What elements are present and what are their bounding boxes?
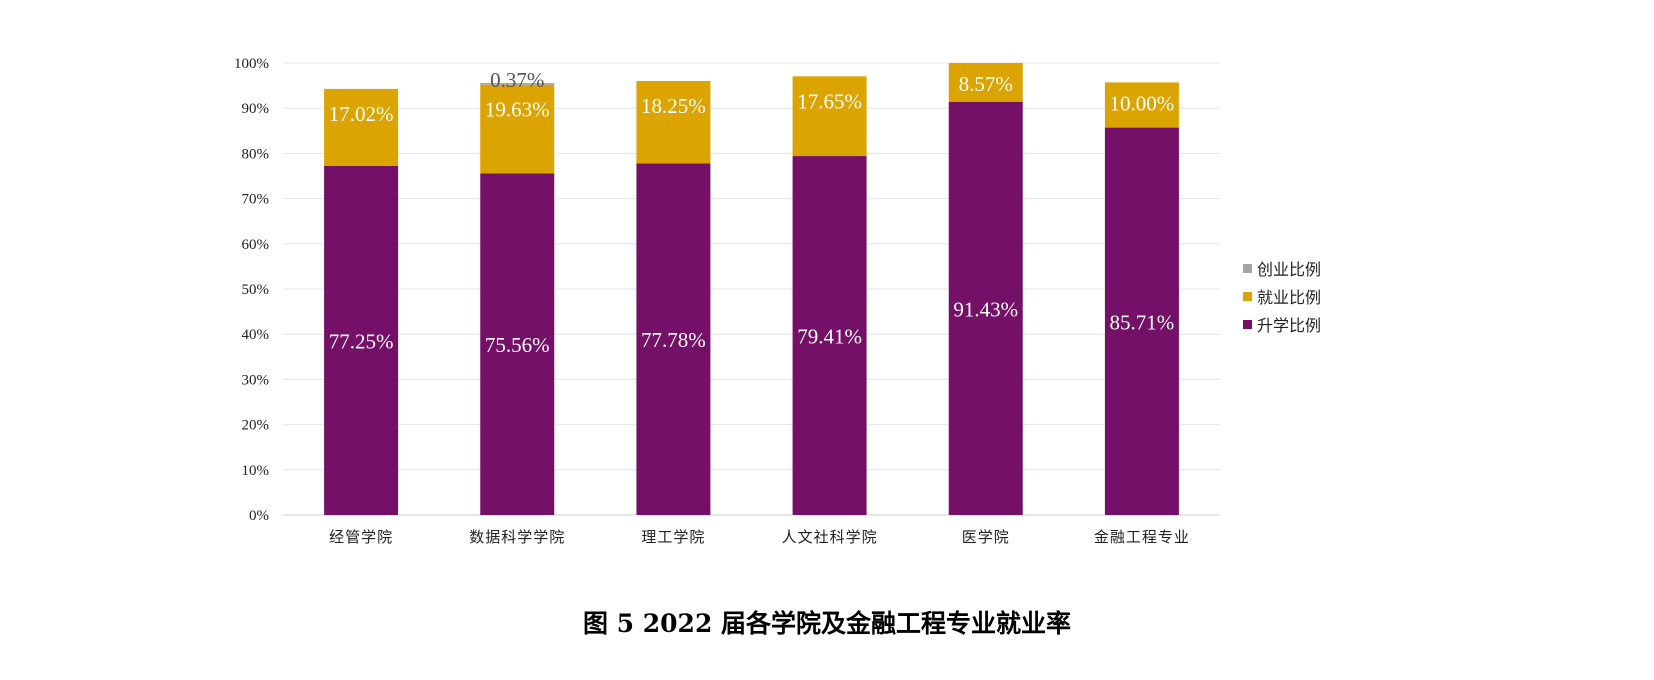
bar-segment [948,101,1023,516]
x-tick-label: 数据科学学院 [469,528,565,546]
bar-segment [1104,127,1179,516]
y-tick-label: 100% [234,56,269,72]
data-labels: 77.25% 17.02% 75.56% 19.63% 0.37% 77.78% 18.25… [329,68,1175,357]
data-label: 77.78% [641,328,706,352]
data-label: 79.41% [797,325,862,349]
bar-segment [324,165,399,515]
data-label: 85.71% [1110,310,1175,334]
data-label: 17.02% [329,102,394,126]
x-axis: 经管学院 数据科学学院 理工学院 人文社科学院 医学院 金融工程专业 [329,528,1190,546]
y-tick-label: 80% [242,146,270,162]
y-tick-label: 20% [242,418,270,434]
data-label: 75.56% [485,333,550,357]
bar-segment [324,88,399,166]
y-tick-label: 90% [242,101,270,117]
bar-segment [948,63,1023,102]
y-tick-label: 0% [249,508,269,524]
bar-segment [480,173,555,515]
bar-segment [792,156,867,515]
legend-swatch [1243,264,1252,273]
figure-caption: 图 5 2022 届各学院及金融工程专业就业率 [583,609,1071,638]
bar-segment [480,83,555,85]
data-label: 91.43% [953,297,1018,321]
data-label: 18.25% [641,94,706,118]
y-tick-label: 10% [242,463,270,479]
legend-label: 创业比例 [1257,260,1321,279]
bar-segment [636,163,711,516]
data-label: 0.37% [490,68,544,92]
data-label: 8.57% [959,72,1013,96]
data-label: 77.25% [329,329,394,353]
x-tick-label: 医学院 [962,528,1010,546]
data-label: 19.63% [485,98,550,122]
bar-segment [480,84,555,174]
legend-swatch [1243,320,1252,329]
bar-segment [792,76,867,157]
y-axis: 0% 10% 20% 30% 40% 50% 60% 70% 80% 90% 100% [234,56,269,524]
x-tick-label: 理工学院 [641,528,705,546]
data-label: 17.65% [797,89,862,113]
x-tick-label: 经管学院 [329,528,393,546]
x-tick-label: 人文社科学院 [782,528,878,546]
data-label: 10.00% [1110,91,1175,115]
legend-label: 升学比例 [1257,316,1321,335]
y-tick-label: 70% [242,192,270,208]
bars [324,63,1179,516]
bar-segment [1104,82,1179,128]
bar-segment [636,80,711,164]
legend-swatch [1243,292,1252,301]
legend-label: 就业比例 [1257,288,1321,307]
y-tick-label: 60% [242,237,270,253]
gridlines [283,62,1220,516]
y-tick-label: 50% [242,282,270,298]
y-tick-label: 30% [242,372,270,388]
x-tick-label: 金融工程专业 [1094,528,1190,546]
y-tick-label: 40% [242,327,270,343]
